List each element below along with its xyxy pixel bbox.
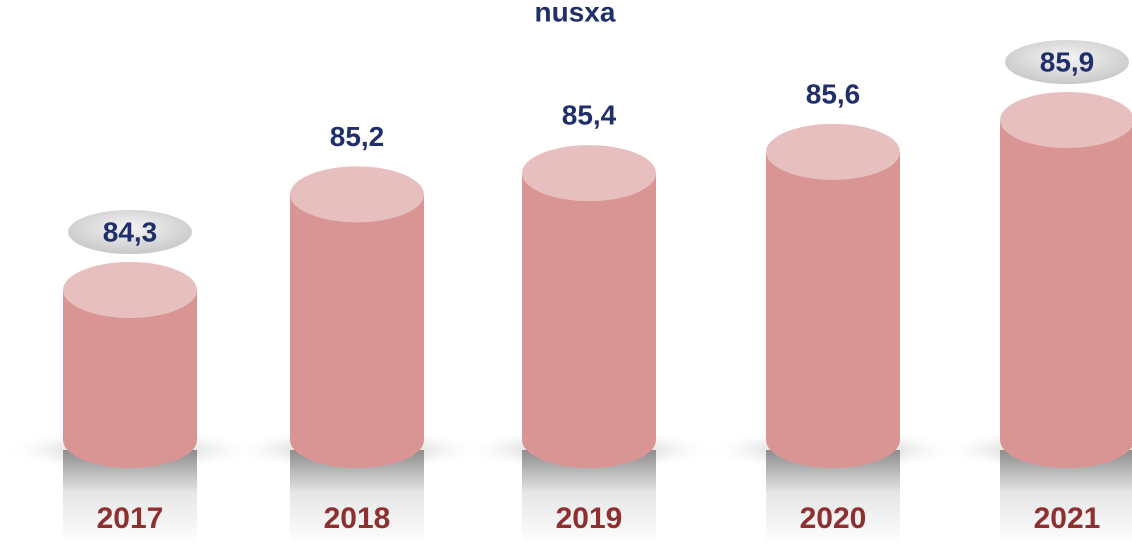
bar-top bbox=[1000, 92, 1132, 148]
bar-top bbox=[290, 166, 424, 223]
label-pill bbox=[68, 210, 192, 254]
x-tick-label: 2018 bbox=[324, 502, 391, 535]
bar bbox=[1000, 120, 1132, 468]
value-label: 84,3 bbox=[103, 216, 158, 247]
bar-top bbox=[522, 145, 656, 202]
bar bbox=[290, 194, 424, 468]
x-tick-label: 2019 bbox=[556, 502, 623, 535]
x-tick-label: 2020 bbox=[800, 502, 867, 535]
label-pill bbox=[1005, 40, 1129, 84]
bar bbox=[766, 151, 900, 468]
value-label: 85,2 bbox=[330, 121, 385, 152]
bar-top bbox=[766, 123, 900, 180]
bar-top bbox=[63, 262, 197, 318]
bar bbox=[522, 173, 656, 468]
value-label: 85,6 bbox=[806, 78, 861, 109]
value-label: 85,9 bbox=[1040, 46, 1095, 77]
x-tick-label: 2017 bbox=[97, 502, 164, 535]
value-label: 85,4 bbox=[562, 100, 617, 131]
chart-title: nusxa bbox=[535, 0, 616, 27]
bar bbox=[63, 290, 197, 468]
x-tick-label: 2021 bbox=[1034, 502, 1101, 535]
